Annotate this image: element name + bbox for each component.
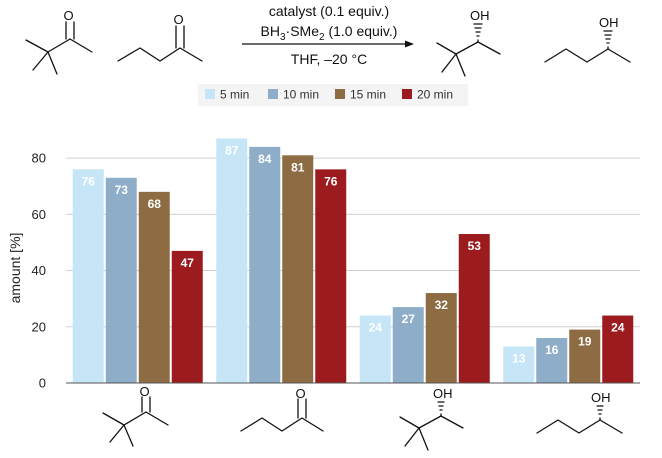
condition-catalyst: catalyst (0.1 equiv.) — [269, 3, 389, 19]
oxygen-atom: O — [296, 386, 306, 401]
oxygen-atom: O — [174, 12, 184, 27]
oxygen-atom: O — [140, 384, 150, 399]
bar — [569, 329, 601, 383]
stereo-hash-bond — [473, 23, 483, 43]
data-label: 76 — [82, 174, 96, 188]
hydroxyl-group: OH — [470, 8, 490, 23]
reaction-arrow — [242, 40, 414, 48]
bar-group: 87 84 81 76 — [216, 138, 347, 383]
legend-label: 10 min — [283, 88, 319, 102]
data-label: 19 — [578, 335, 592, 349]
pentanol-structure: OH — [544, 15, 631, 63]
bar — [602, 315, 634, 383]
legend-swatch — [335, 89, 345, 99]
bar-group: 13 16 19 24 — [503, 315, 634, 383]
bar — [503, 346, 535, 383]
pinacolone-structure: O — [25, 8, 93, 75]
legend-background — [198, 84, 468, 106]
y-axis-ticks: 0 20 40 60 80 — [32, 151, 46, 391]
data-label: 81 — [291, 160, 305, 174]
bars: 76 73 68 47 87 84 81 76 24 27 32 53 13 16 19 24 — [72, 138, 634, 383]
hydroxyl-group: OH — [599, 15, 619, 30]
bar — [249, 146, 281, 383]
bar — [392, 307, 424, 383]
condition-solvent: THF, –20 °C — [291, 51, 367, 67]
data-label: 87 — [225, 143, 239, 157]
reaction-scheme: O O catalyst (0.1 equiv.) BH3·SMe2 (1.0 … — [25, 3, 631, 77]
data-label: 24 — [369, 321, 383, 335]
legend: 5 min 10 min 15 min 20 min — [198, 84, 468, 106]
y-tick-label: 0 — [39, 376, 46, 391]
data-label: 13 — [512, 351, 526, 365]
data-label: 32 — [435, 298, 449, 312]
y-tick-label: 40 — [32, 263, 46, 278]
x-label-pentanol: OH — [536, 390, 623, 434]
data-label: 24 — [611, 321, 625, 335]
data-label: 16 — [545, 343, 559, 357]
bar — [138, 191, 170, 383]
y-tick-label: 80 — [32, 151, 46, 166]
bar — [458, 234, 490, 383]
legend-item: 10 min — [268, 88, 319, 102]
legend-item: 15 min — [335, 88, 386, 102]
data-label: 47 — [181, 256, 195, 270]
bar-group: 76 73 68 47 — [72, 169, 203, 383]
legend-swatch — [205, 89, 215, 99]
bar — [359, 315, 391, 383]
legend-item: 5 min — [205, 88, 249, 102]
data-label: 84 — [258, 152, 272, 166]
condition-borane: BH3·SMe2 (1.0 equiv.) — [261, 23, 398, 43]
data-label: 27 — [402, 312, 416, 326]
data-label: 76 — [324, 174, 338, 188]
dimethylbutanol-structure: OH — [436, 8, 501, 77]
data-label: 68 — [148, 197, 162, 211]
data-label: 53 — [468, 239, 482, 253]
bar — [425, 293, 457, 383]
legend-label: 5 min — [220, 88, 249, 102]
x-label-pinacolone: O — [102, 384, 169, 447]
hydroxyl-group: OH — [591, 390, 611, 405]
x-label-dimethylbutanol: OH — [399, 386, 464, 451]
pentanone-structure: O — [117, 12, 203, 62]
x-category-labels: O O OH OH — [102, 384, 623, 451]
hydroxyl-group: OH — [433, 386, 453, 401]
bar — [315, 169, 347, 383]
y-tick-label: 20 — [32, 319, 46, 334]
stereo-hash-bond — [603, 30, 613, 50]
legend-label: 20 min — [417, 88, 453, 102]
legend-label: 15 min — [350, 88, 386, 102]
legend-item: 20 min — [402, 88, 453, 102]
data-label: 73 — [115, 183, 129, 197]
bar — [536, 338, 568, 383]
bar — [282, 155, 314, 383]
bar — [105, 177, 137, 383]
oxygen-atom: O — [64, 8, 74, 23]
bar — [216, 138, 248, 383]
legend-swatch — [268, 89, 278, 99]
bar — [171, 250, 203, 383]
legend-swatch — [402, 89, 412, 99]
x-label-pentanone: O — [240, 386, 324, 432]
y-axis-label: amount [%] — [7, 233, 23, 304]
y-tick-label: 60 — [32, 207, 46, 222]
bar — [72, 169, 104, 383]
bar-group: 24 27 32 53 — [359, 234, 490, 383]
